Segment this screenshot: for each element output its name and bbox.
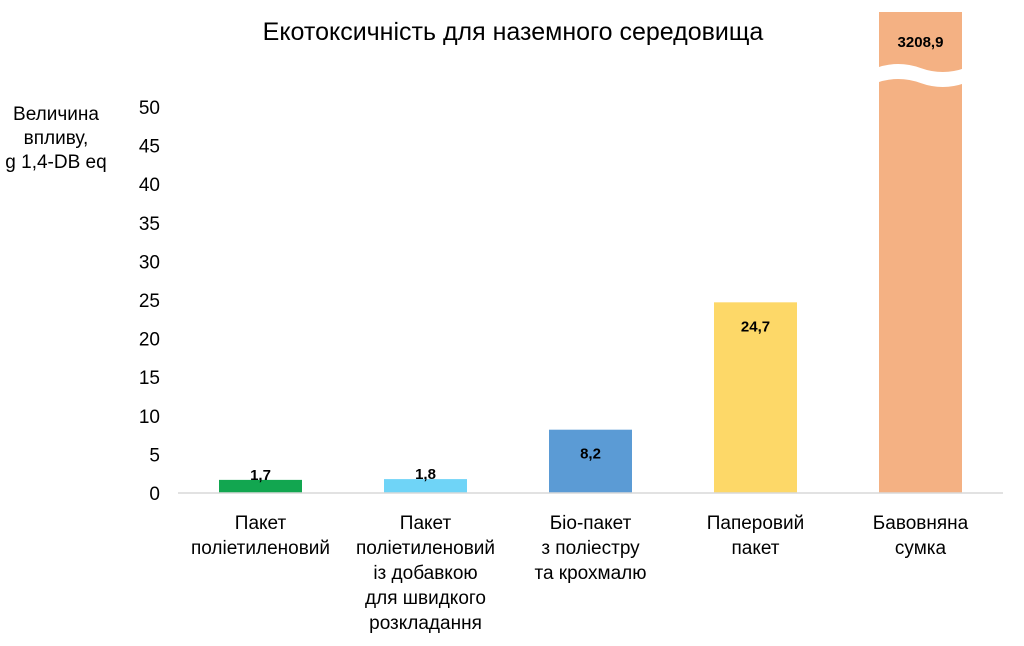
bar (714, 302, 797, 493)
y-tick-label: 50 (139, 98, 160, 119)
y-tick-label: 5 (149, 445, 160, 466)
y-axis-label-line: g 1,4-DB eq (5, 152, 106, 173)
category-label-line: із добавкою (373, 563, 477, 584)
category-label: Паперовий пакет (707, 513, 805, 559)
y-tick-label: 20 (139, 330, 160, 351)
data-label: 1,7 (250, 467, 271, 484)
y-tick-label: 40 (139, 175, 160, 196)
category-label-line: Пакет (400, 513, 452, 534)
category-label: Пакет поліетиленовий із добавкою для швидко… (356, 513, 495, 634)
category-label-line: розкладання (369, 613, 482, 634)
category-labels: Пакет поліетиленовий Пакет поліетиленовий із… (191, 513, 969, 634)
category-label-line: Бавовняна (873, 513, 969, 534)
category-label-line: для швидкого (365, 588, 486, 609)
category-label: Бавовняна сумка (873, 513, 969, 559)
axis-break-marker (876, 64, 965, 87)
bar (549, 429, 632, 493)
category-label-line: сумка (895, 538, 947, 559)
data-label: 8,2 (580, 446, 601, 463)
data-label: 24,7 (741, 318, 770, 335)
category-label-line: з поліестру (541, 538, 640, 559)
category-label: Біо-пакет з поліестру та крохмалю (534, 513, 646, 584)
bars: 1,7 1,8 8,2 24,7 3208,9 (219, 12, 965, 493)
y-axis-label: Величина впливу, g 1,4-DB eq (5, 104, 106, 173)
y-tick-label: 15 (139, 368, 160, 389)
category-label: Пакет поліетиленовий (191, 513, 330, 559)
bar (219, 479, 302, 493)
category-label-line: поліетиленовий (191, 538, 330, 559)
y-axis-label-line: Величина (13, 104, 99, 125)
bar (879, 12, 962, 493)
category-label-line: Паперовий (707, 513, 805, 534)
y-axis-label-line: впливу, (24, 128, 89, 149)
data-label: 3208,9 (898, 34, 944, 51)
y-tick-label: 45 (139, 137, 160, 158)
category-label-line: Пакет (235, 513, 287, 534)
category-label-line: Біо-пакет (550, 513, 632, 534)
category-label-line: та крохмалю (534, 563, 646, 584)
y-tick-label: 25 (139, 291, 160, 312)
y-tick-label: 30 (139, 252, 160, 273)
category-label-line: поліетиленовий (356, 538, 495, 559)
category-label-line: пакет (731, 538, 779, 559)
data-label: 1,8 (415, 466, 436, 483)
y-tick-label: 0 (149, 484, 160, 505)
chart-title: Екотоксичність для наземного середовища (263, 18, 764, 46)
y-tick-label: 10 (139, 407, 160, 428)
y-axis-ticks: 0 5 10 15 20 25 30 35 40 45 50 (139, 98, 160, 505)
bar (384, 479, 467, 493)
y-tick-label: 35 (139, 214, 160, 235)
